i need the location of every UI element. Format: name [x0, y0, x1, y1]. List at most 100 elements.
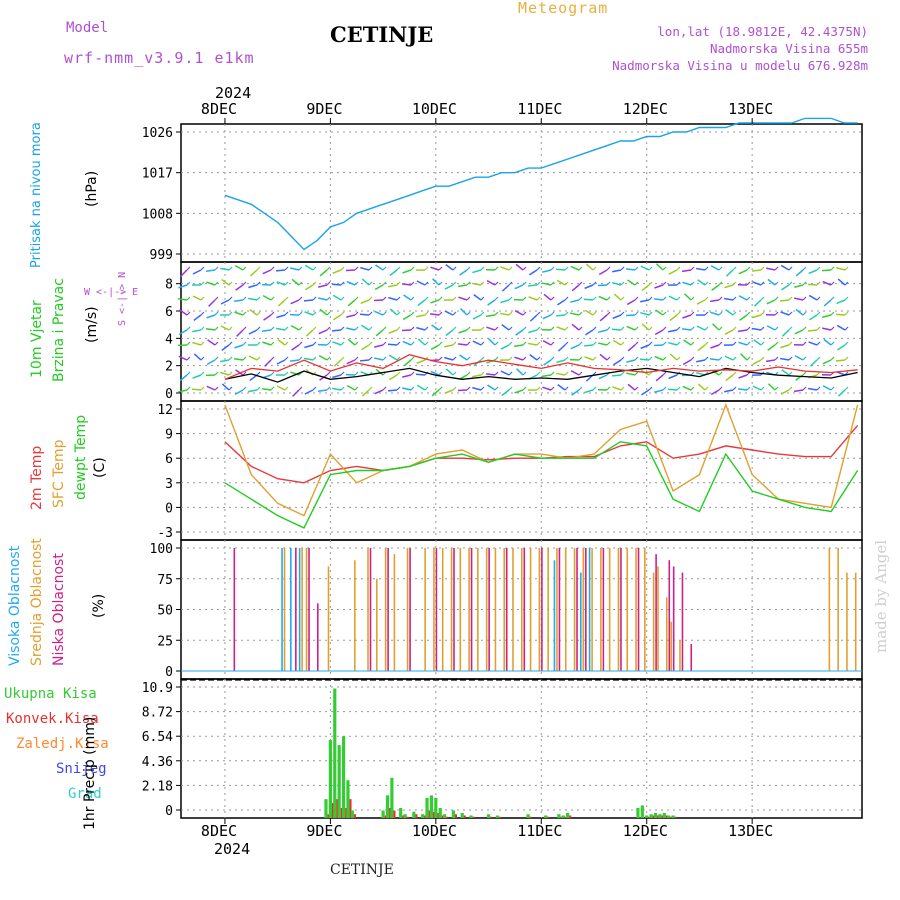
wind-barb	[808, 294, 818, 301]
precip-bar-conv	[446, 816, 449, 818]
wind-barb-flag	[228, 326, 233, 331]
wind-barb-flag	[466, 281, 471, 286]
wind-barb-flag	[816, 266, 821, 271]
compass-we: W <-|-> E	[84, 287, 139, 298]
wind-barb-flag	[410, 386, 415, 391]
y-tick-label: 100	[150, 542, 173, 557]
wind-barb-flag	[242, 281, 247, 286]
wind-barb-flag	[214, 281, 219, 286]
wind-barb-flag	[816, 356, 821, 361]
wind-barb-flag	[830, 341, 835, 346]
wind-barb	[276, 281, 286, 286]
wind-barb	[388, 374, 398, 381]
wind-barb	[795, 269, 804, 277]
wind-barb-flag	[718, 371, 723, 376]
wind-barb	[374, 344, 384, 348]
y-tick-label: 8	[165, 278, 173, 293]
wind-barb	[444, 284, 454, 290]
wind-barb	[261, 329, 272, 332]
wind-barb	[737, 329, 748, 333]
wind-barb	[193, 314, 202, 322]
wind-barb	[304, 344, 314, 349]
wind-barb-flag	[508, 296, 513, 301]
wind-barb	[695, 267, 706, 271]
wind-barb-flag	[326, 386, 331, 391]
wind-barb	[346, 327, 356, 331]
wind-barb	[751, 327, 762, 331]
wind-barb-flag	[186, 371, 191, 376]
wind-barb	[780, 389, 790, 395]
wind-barb-flag	[228, 341, 233, 346]
wind-barb	[416, 384, 426, 391]
wind-barb	[667, 388, 678, 391]
wind-barb-flag	[732, 296, 737, 301]
wind-barb	[485, 373, 496, 376]
wind-barb-flag	[242, 296, 247, 301]
wind-barb-flag	[788, 281, 793, 286]
wind-barb-flag	[634, 371, 639, 376]
wind-barb	[697, 344, 706, 352]
wind-barb-flag	[704, 311, 709, 316]
wind-barb-flag	[410, 266, 415, 271]
wind-barb-flag	[634, 296, 639, 301]
wind-barb-flag	[746, 266, 751, 271]
wind-barb	[375, 329, 384, 337]
wind-barb-flag	[326, 266, 331, 271]
pressure-line	[224, 117, 858, 251]
wind-barb-flag	[424, 296, 429, 301]
wind-barb	[500, 344, 510, 350]
wind-barb-flag	[522, 281, 527, 286]
wind-barb	[389, 308, 398, 316]
wind-barb-flag	[508, 281, 513, 286]
wind-barb	[346, 314, 356, 318]
wind-barb-flag	[620, 311, 625, 316]
wind-barb	[206, 314, 216, 319]
y-tick-label: 0	[165, 665, 173, 680]
wind-barb	[458, 296, 468, 301]
wind-barb-flag	[662, 326, 667, 331]
wind-barb-flag	[732, 386, 737, 391]
wind-barb-flag	[536, 386, 541, 391]
wind-barb	[585, 263, 594, 271]
bottom-day-label: 13DEC	[728, 822, 774, 840]
wind-barb	[290, 371, 300, 376]
panel-frame	[180, 400, 863, 541]
wind-barb-flag	[228, 371, 233, 376]
wind-barb-flag	[312, 311, 317, 316]
wind-barb	[626, 359, 636, 363]
precip-bar-conv	[424, 815, 427, 818]
wind-barb-flag	[732, 281, 737, 286]
y-tick-label: 0	[165, 804, 173, 819]
wind-barb	[430, 266, 440, 271]
wind-barb-flag	[760, 386, 765, 391]
wind-barb-flag	[536, 356, 541, 361]
wind-barb-flag	[340, 296, 345, 301]
precip-bar-conv	[331, 802, 334, 818]
wind-barb	[263, 314, 272, 321]
wind-barb-flag	[452, 296, 457, 301]
wind-barb-flag	[438, 371, 443, 376]
wind-barb	[710, 311, 720, 316]
wind-barb-flag	[592, 386, 597, 391]
wind-barb	[710, 265, 720, 271]
wind-barb	[457, 284, 468, 288]
wind-barb-flag	[270, 296, 275, 301]
wind-barb	[822, 359, 832, 365]
wind-barb-flag	[410, 326, 415, 331]
wind-barb	[220, 359, 230, 363]
wind-barb	[234, 264, 244, 271]
wind-barb	[668, 374, 678, 380]
wind-barb-flag	[564, 371, 569, 376]
wind-barb	[220, 267, 230, 271]
wind-barb	[822, 314, 832, 318]
wind-barb	[178, 284, 188, 289]
wind-barb-flag	[648, 341, 653, 346]
wind-barb-flag	[802, 386, 807, 391]
wind-barb	[472, 340, 482, 346]
bottom-day-label: 11DEC	[517, 822, 563, 840]
precip-bar-conv	[327, 814, 330, 818]
wind-barb	[221, 344, 230, 352]
wind-barb	[543, 293, 552, 301]
wind-barb	[570, 370, 580, 376]
wind-barb	[556, 372, 566, 376]
